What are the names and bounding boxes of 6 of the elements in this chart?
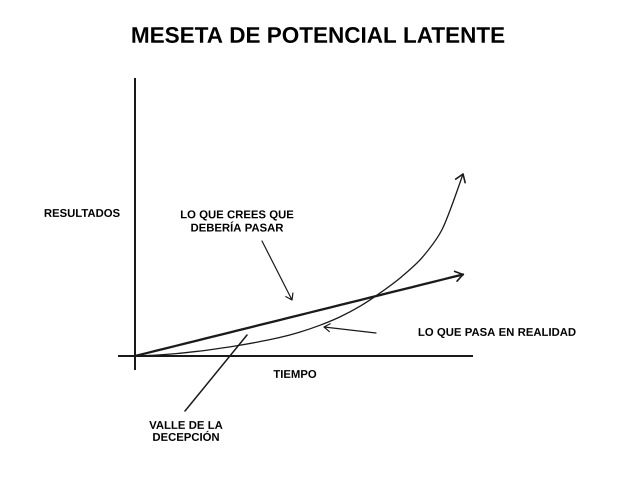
chart-title: MESETA DE POTENCIAL LATENTE (132, 27, 504, 43)
text: VALLE DE LA DECEPCIÓN (149, 421, 223, 441)
annotation: LO QUE CREES QUE DEBERÍA PASAR (180, 210, 294, 232)
x-axis-title: TIEMPO (273, 370, 316, 378)
annotation: LO QUE PASA EN REALIDAD (418, 328, 576, 338)
y-axis-title: RESULTADOS (44, 209, 120, 217)
